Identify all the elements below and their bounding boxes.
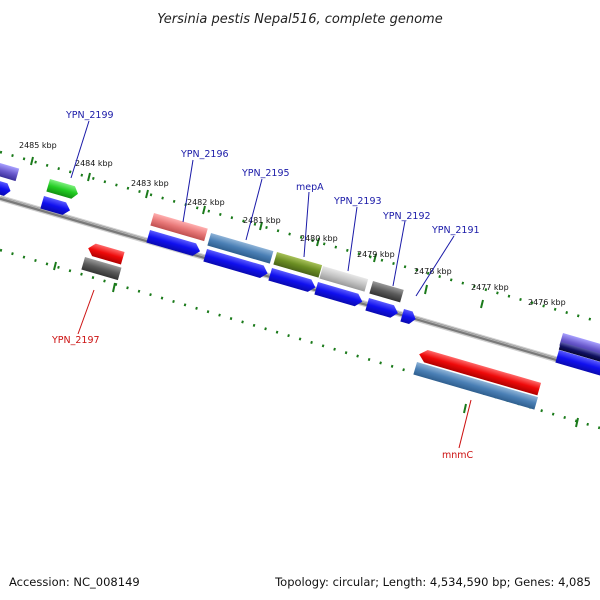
tick-label: 2479 kbp (357, 250, 395, 259)
gene-ypn-2196 (150, 213, 208, 242)
cds-ypn-2195 (203, 249, 268, 278)
tick-label: 2483 kbp (131, 179, 169, 188)
label-ypn-2197: YPN_2197 (51, 335, 100, 346)
label-ypn-2192: YPN_2192 (382, 211, 431, 222)
tick-label: 2485 kbp (19, 141, 57, 150)
cds-ypn-2199 (40, 196, 71, 215)
cds-ypn-2193 (314, 282, 363, 307)
label-ypn-2193: YPN_2193 (333, 196, 382, 207)
label-leaders (70, 120, 472, 449)
gene-mnmc (419, 349, 542, 396)
reverse-features (81, 243, 542, 410)
tick-label: 2484 kbp (75, 159, 113, 168)
tick-labels: 2485 kbp 2484 kbp 2483 kbp 2482 kbp 2481… (19, 141, 566, 307)
cds-mepa (268, 268, 316, 292)
label-mepa: mepA (296, 182, 324, 193)
tick-label: 2481 kbp (243, 216, 281, 225)
label-ypn-2199: YPN_2199 (65, 110, 114, 121)
gene-ypn-2192 (369, 281, 404, 303)
label-ypn-2191: YPN_2191 (431, 225, 480, 236)
topology-text: Topology: circular; Length: 4,534,590 bp… (274, 575, 591, 589)
major-ticks-inner (53, 261, 579, 428)
cds-ypn-2197 (81, 257, 122, 281)
gene-labels: YPN_2199 YPN_2196 YPN_2195 mepA YPN_2193… (51, 110, 480, 461)
label-ypn-2196: YPN_2196 (180, 149, 229, 160)
tick-label: 2480 kbp (300, 234, 338, 243)
accession-text: Accession: NC_008149 (9, 575, 140, 589)
gene-ypn-2197 (88, 243, 125, 265)
tick-label: 2476 kbp (528, 298, 566, 307)
cds-ypn-2192 (365, 298, 398, 318)
gene-ypn-2193 (319, 266, 369, 292)
tick-label: 2478 kbp (414, 267, 452, 276)
inner-tick-ring (0, 248, 600, 430)
cds-mnmc (413, 362, 538, 410)
gene-ypn-2195 (207, 233, 274, 264)
label-mnmc: mnmC (442, 450, 474, 461)
gene-ypn-2199 (46, 179, 78, 199)
cds-ypn-2196 (146, 230, 201, 256)
label-ypn-2195: YPN_2195 (241, 168, 290, 179)
tick-label: 2482 kbp (187, 198, 225, 207)
tick-label: 2477 kbp (471, 283, 509, 292)
forward-features (0, 160, 600, 377)
cds-ypn-2191 (400, 309, 416, 324)
gene-mepa (273, 252, 323, 278)
major-ticks-outer (30, 156, 484, 309)
map-title: Yersinia pestis Nepal516, complete genom… (157, 12, 442, 27)
